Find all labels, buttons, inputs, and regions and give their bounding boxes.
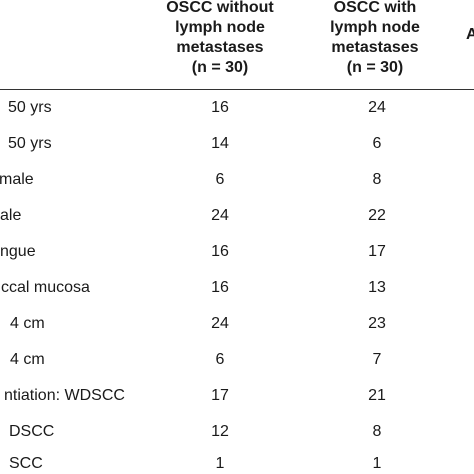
table-row: 4 cm 24 23 [0,309,474,339]
table-row: ccal mucosa 16 13 [0,273,474,303]
cell-with-metastases: 1 [372,455,382,472]
cell-without-metastases: 6 [215,351,225,368]
header-col1-line: metastases [176,39,264,56]
cell-without-metastases: 16 [211,99,229,116]
header-col2-line: metastases [331,39,419,56]
row-label: 50 yrs [8,135,52,152]
header-col2-line: lymph node [330,19,420,36]
table-row: ngue 16 17 [0,237,474,267]
cell-without-metastases: 16 [211,279,229,296]
cell-with-metastases: 13 [368,279,386,296]
row-label: DSCC [9,423,55,440]
row-label: ngue [0,243,36,260]
cell-with-metastases: 8 [372,171,382,188]
table-row: 50 yrs 16 24 [0,93,474,123]
header-cutoff-label: A [466,26,474,43]
header-divider [0,89,474,90]
row-label: ntiation: WDSCC [4,387,125,404]
cell-with-metastases: 24 [368,99,386,116]
cell-with-metastases: 6 [372,135,382,152]
cell-with-metastases: 8 [372,423,382,440]
table-row: 50 yrs 14 6 [0,129,474,159]
row-label: male [0,171,34,188]
cell-without-metastases: 6 [215,171,225,188]
table-row: 4 cm 6 7 [0,345,474,375]
cell-without-metastases: 24 [211,207,229,224]
table-row: DSCC 12 8 [0,417,474,447]
header-col1-line: OSCC without [166,0,274,16]
cell-with-metastases: 23 [368,315,386,332]
header-col2-line: OSCC with [333,0,417,16]
cell-without-metastases: 12 [211,423,229,440]
table-row: male 6 8 [0,165,474,195]
header-col1-line: lymph node [175,19,265,36]
cell-without-metastases: 17 [211,387,229,404]
cell-with-metastases: 17 [368,243,386,260]
cell-without-metastases: 1 [215,455,225,472]
header-col-without-metastases: OSCC without lymph node metastases (n = … [150,0,290,78]
cell-without-metastases: 14 [211,135,229,152]
row-label: 4 cm [10,315,45,332]
table-row: ntiation: WDSCC 17 21 [0,381,474,411]
header-col1-line: (n = 30) [191,59,249,76]
cell-without-metastases: 16 [211,243,229,260]
table-row: SCC 1 1 [0,449,474,474]
cell-without-metastases: 24 [211,315,229,332]
row-label: SCC [9,455,43,472]
header-col-with-metastases: OSCC with lymph node metastases (n = 30) [305,0,445,78]
cell-with-metastases: 22 [368,207,386,224]
cell-with-metastases: 7 [372,351,382,368]
row-label: 50 yrs [8,99,52,116]
row-label: ale [0,207,22,224]
row-label: 4 cm [10,351,45,368]
cell-with-metastases: 21 [368,387,386,404]
row-label: ccal mucosa [1,279,90,296]
table-row: ale 24 22 [0,201,474,231]
header-col2-line: (n = 30) [346,59,404,76]
